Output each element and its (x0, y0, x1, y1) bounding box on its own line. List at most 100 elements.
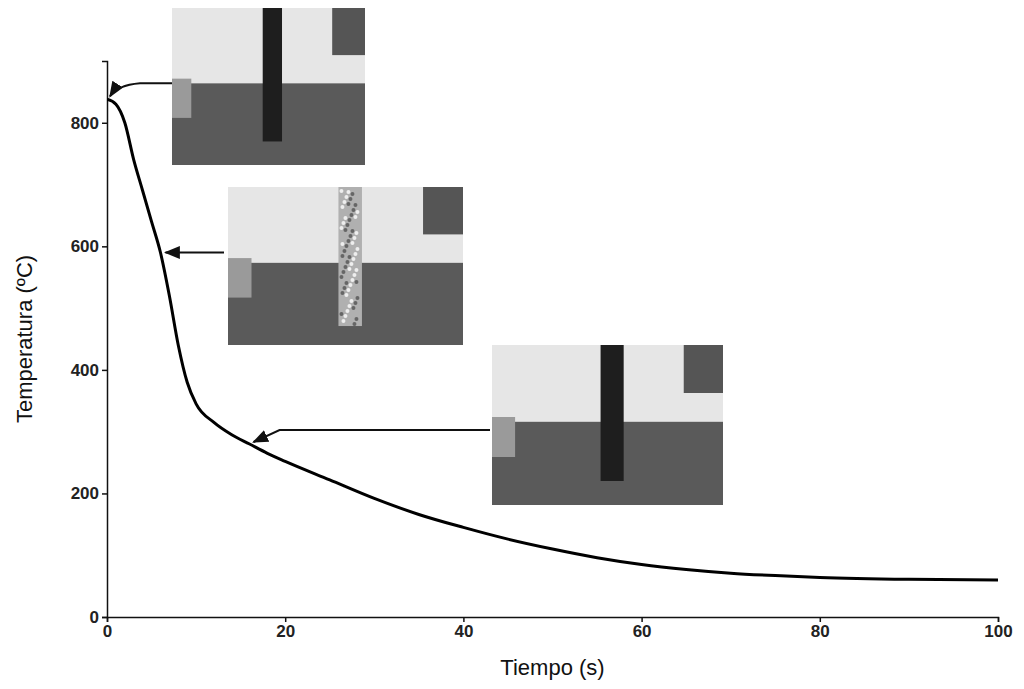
photo-bubble (348, 283, 352, 287)
photo-bubble (340, 242, 344, 246)
photo-bubble (349, 262, 353, 266)
x-tick: 80 (811, 617, 830, 641)
photo-bubble (347, 218, 351, 222)
arrows (110, 83, 490, 442)
photo-bubble (350, 229, 354, 233)
y-axis-title: Temperatura (ºC) (12, 255, 37, 423)
photo-bubble (349, 213, 353, 217)
photo-inset (172, 8, 365, 165)
x-axis: 020406080100 (103, 617, 1013, 641)
x-tick-label: 0 (103, 622, 112, 641)
photo-bubble (350, 241, 354, 245)
photo-bubble (344, 293, 348, 297)
photo-bubble (351, 257, 355, 261)
y-tick-label: 200 (71, 484, 99, 503)
photo-bubble (346, 239, 350, 243)
photo-bubble (349, 299, 353, 303)
photo-fixture (423, 187, 463, 234)
photo-bar (338, 187, 362, 326)
photo-bubble (347, 304, 351, 308)
photo-bubble (355, 247, 359, 251)
y-tick-label: 0 (90, 608, 99, 627)
photo-inset (492, 345, 723, 505)
photo-fixture (228, 258, 252, 298)
photo-bubble (339, 226, 343, 230)
x-tick: 0 (103, 617, 112, 641)
y-tick: 400 (71, 361, 107, 380)
arrow (110, 83, 172, 96)
photo-bubble (354, 231, 358, 235)
photo-background (172, 8, 365, 165)
y-tick-mark (102, 617, 107, 619)
photo-bubble (341, 221, 345, 225)
photo-bubble (348, 234, 352, 238)
photo-bubble (348, 197, 352, 201)
x-tick-label: 80 (811, 622, 830, 641)
y-tick: 0 (90, 608, 107, 627)
photo-bubble (344, 281, 348, 285)
photo-bubble (342, 249, 346, 253)
photo-bubble (342, 286, 346, 290)
arrow (165, 252, 224, 254)
photo-bubble (352, 236, 356, 240)
x-tick: 40 (454, 617, 473, 641)
photo-background (492, 345, 723, 505)
x-axis-title: Tiempo (s) (500, 655, 604, 680)
photo-bubble (340, 254, 344, 258)
photo-bubble (345, 260, 349, 264)
y-axis: 0 200 400 600 800 (71, 62, 108, 627)
photo-bubble (339, 189, 343, 193)
photo-fixture (172, 79, 191, 118)
photo-background (228, 187, 463, 345)
photo-bubble (352, 322, 356, 326)
photo-bubble (351, 208, 355, 212)
photo-bubble (342, 200, 346, 204)
x-tick-label: 40 (454, 622, 473, 641)
arrow (254, 430, 490, 442)
y-tick: 800 (71, 114, 107, 133)
y-tick-mark (102, 123, 107, 125)
photo-fixture (684, 345, 723, 393)
photo-bubble (350, 192, 354, 196)
photo-bubble (343, 216, 347, 220)
chart: 0204060801000200400600800Tiempo (s)Tempe… (0, 0, 1024, 689)
photo-bubble (341, 270, 345, 274)
photo-bubble (344, 195, 348, 199)
photo-bubble (344, 244, 348, 248)
x-tick: 20 (276, 617, 295, 641)
y-tick-mark (102, 493, 107, 495)
photo-bubble (354, 268, 358, 272)
x-axis-line (108, 618, 999, 623)
photo-bubble (353, 203, 357, 207)
photo-bubble (343, 314, 347, 318)
photo-bubble (352, 273, 356, 277)
photo-fixture (492, 417, 515, 457)
photo-inset (228, 187, 463, 345)
photo-bubble (345, 309, 349, 313)
y-tick-label: 800 (71, 114, 99, 133)
temperature-line (107, 99, 998, 580)
photo-bubble (345, 223, 349, 227)
photo-bubble (343, 228, 347, 232)
photo-bubble (339, 312, 343, 316)
photo-bubble (340, 205, 344, 209)
photo-bubble (350, 278, 354, 282)
photo-bubble (346, 202, 350, 206)
photo-bubble (343, 265, 347, 269)
photo-bubble (346, 190, 350, 194)
plot: 0204060801000200400600800 (71, 62, 1013, 642)
photo-bubble (354, 317, 358, 321)
photo-bubble (346, 288, 350, 292)
photo-bubble (353, 252, 357, 256)
photo-bubble (339, 275, 343, 279)
y-tick-mark (102, 246, 107, 248)
x-tick-label: 20 (276, 622, 295, 641)
y-axis-line (102, 62, 108, 618)
photo-bubble (353, 301, 357, 305)
y-tick: 600 (71, 237, 107, 256)
photo-bubble (347, 255, 351, 259)
x-tick: 100 (984, 617, 1012, 641)
x-tick-label: 100 (984, 622, 1012, 641)
photo-fixture (332, 8, 365, 55)
photo-bubble (355, 210, 359, 214)
